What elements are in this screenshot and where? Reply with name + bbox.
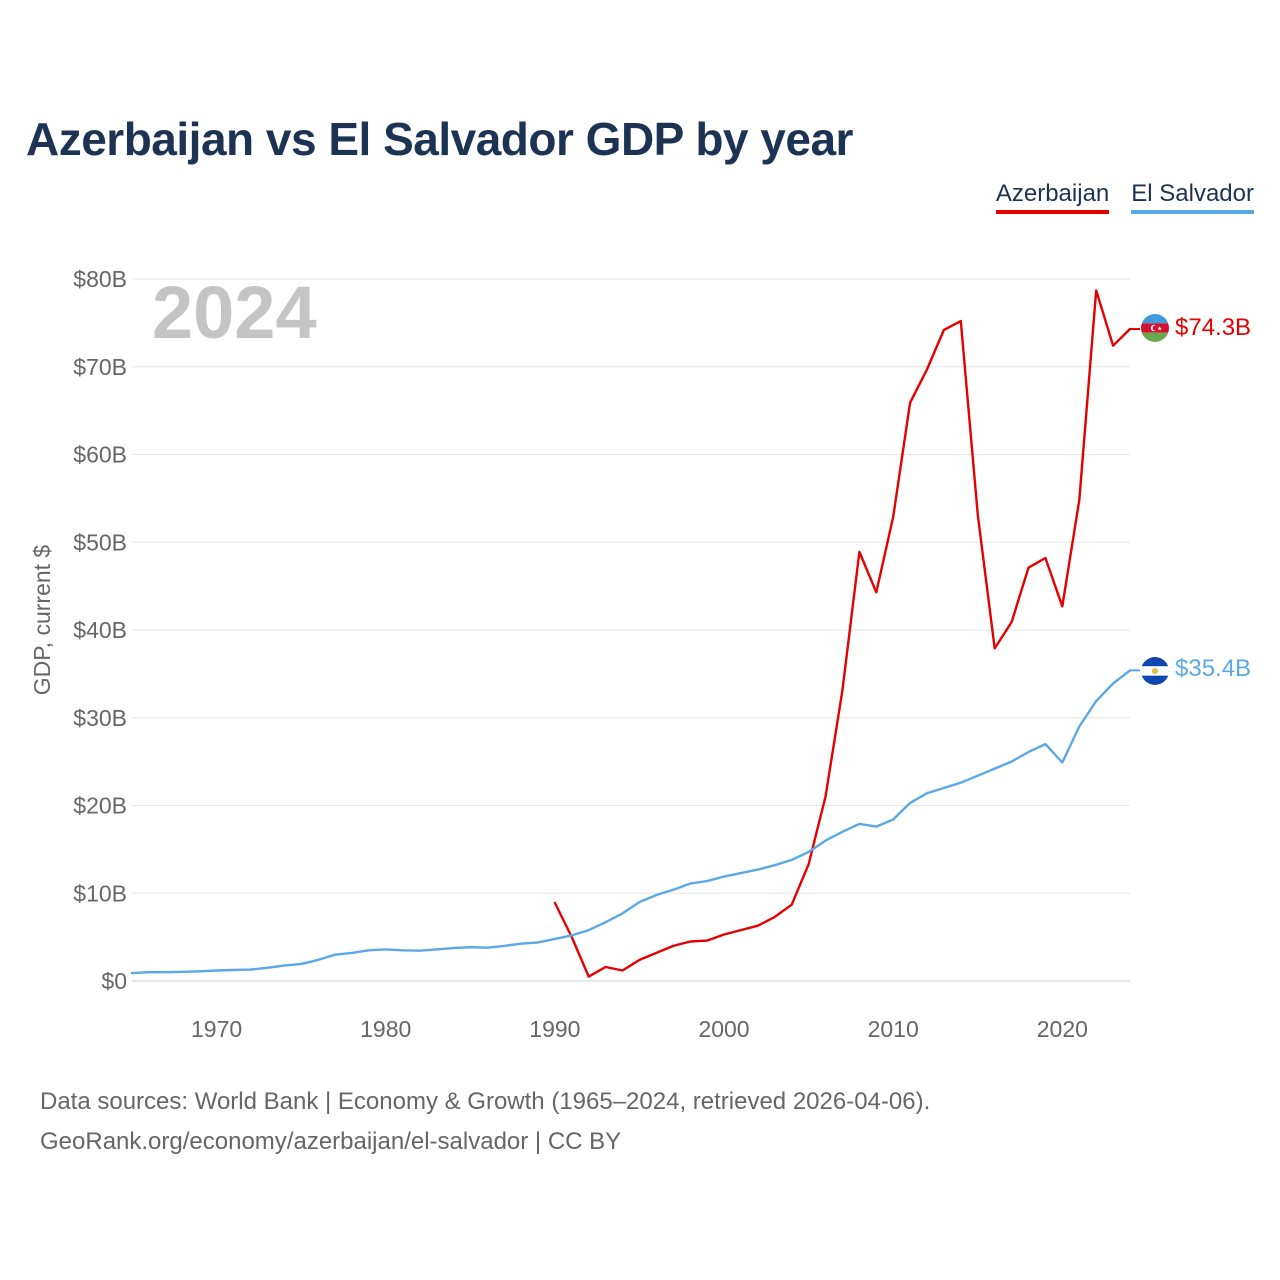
x-tick-label: 1970 — [191, 1016, 242, 1042]
data-source-line: Data sources: World Bank | Economy & Gro… — [40, 1088, 931, 1115]
y-tick-label: $0 — [101, 968, 127, 994]
el-salvador-end-value-label: $35.4B — [1175, 655, 1251, 682]
x-tick-label: 2000 — [698, 1016, 749, 1042]
el-salvador-flag-icon — [1141, 657, 1169, 685]
x-tick-label: 1990 — [529, 1016, 580, 1042]
legend-item-azerbaijan[interactable]: Azerbaijan — [995, 180, 1110, 214]
x-tick-label: 2010 — [868, 1016, 919, 1042]
y-tick-label: $30B — [73, 705, 127, 731]
azerbaijan-series-line[interactable] — [553, 289, 1132, 978]
x-tick-label: 1980 — [360, 1016, 411, 1042]
series-layer — [130, 289, 1140, 978]
chart-title: Azerbaijan vs El Salvador GDP by year — [26, 113, 853, 165]
y-axis-ticks: $0 $10B $20B $30B $40B $50B $60B $70B $80B — [73, 266, 127, 994]
grid-layer — [132, 278, 1130, 982]
y-tick-label: $80B — [73, 266, 127, 292]
footer: Data sources: World Bank | Economy & Gro… — [40, 1082, 930, 1162]
y-axis-title: GDP, current $ — [29, 545, 55, 696]
azerbaijan-flag-icon: ★ — [1141, 314, 1169, 342]
y-tick-label: $70B — [73, 354, 127, 380]
credit-line[interactable]: GeoRank.org/economy/azerbaijan/el-salvad… — [40, 1128, 622, 1155]
y-tick-label: $40B — [73, 617, 127, 643]
legend: Azerbaijan El Salvador — [995, 180, 1254, 214]
x-tick-label: 2020 — [1037, 1016, 1088, 1042]
y-tick-label: $20B — [73, 793, 127, 819]
end-markers: ★ — [1141, 314, 1169, 685]
y-tick-label: $10B — [73, 880, 127, 906]
legend-item-el-salvador[interactable]: El Salvador — [1131, 180, 1254, 214]
current-year-label: 2024 — [152, 271, 317, 354]
y-tick-label: $60B — [73, 442, 127, 468]
y-tick-label: $50B — [73, 529, 127, 555]
x-axis-ticks: 1970 1980 1990 2000 2010 2020 — [191, 1016, 1088, 1042]
el-salvador-series-line[interactable] — [130, 669, 1132, 975]
azerbaijan-end-value-label: $74.3B — [1175, 314, 1251, 341]
svg-text:★: ★ — [1157, 326, 1162, 333]
